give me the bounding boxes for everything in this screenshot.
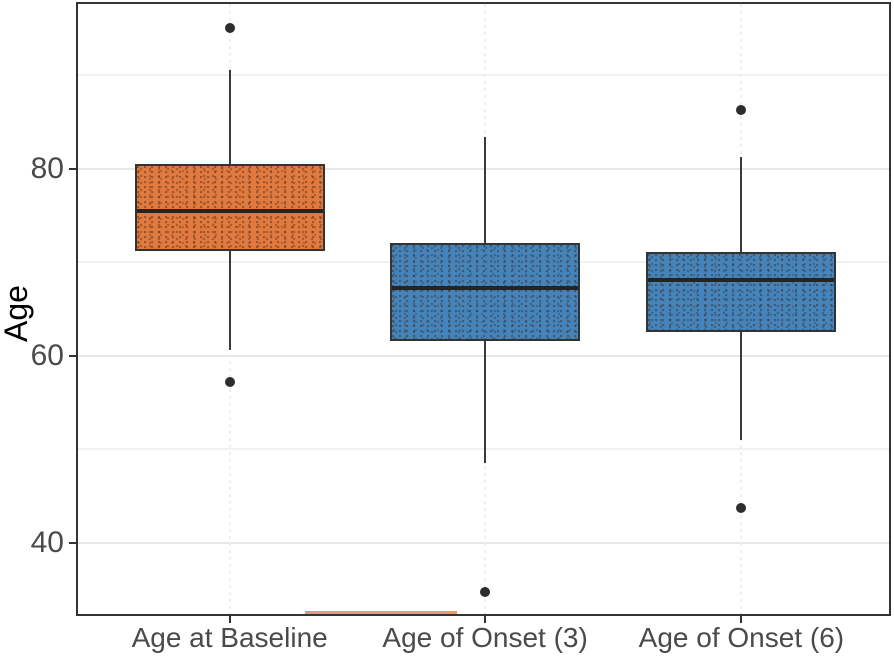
x-tick-label-age-of-onset-6: Age of Onset (6) <box>638 622 845 653</box>
boxplot-box-age-at-baseline <box>134 163 325 252</box>
outlier-point-age-at-baseline <box>224 376 235 387</box>
x-tick-mark <box>740 616 743 623</box>
box-median-line-age-of-onset-3 <box>392 285 579 290</box>
plot-panel <box>76 2 891 616</box>
outlier-point-age-of-onset-3 <box>480 586 491 597</box>
gridline-major <box>78 541 889 544</box>
outlier-point-age-of-onset-6 <box>736 503 747 514</box>
y-tick-mark <box>69 167 76 170</box>
x-tick-label-age-of-onset-3: Age of Onset (3) <box>382 622 588 653</box>
y-tick-label: 80 <box>30 151 64 185</box>
y-tick-mark <box>69 541 76 544</box>
y-tick-label: 60 <box>30 338 64 372</box>
gridline-major <box>78 167 889 170</box>
box-median-line-age-at-baseline <box>136 208 323 213</box>
y-tick-mark <box>69 354 76 357</box>
gridline-minor <box>78 74 889 77</box>
x-tick-label-age-at-baseline: Age at Baseline <box>131 622 328 653</box>
boxplot-box-age-of-onset-6 <box>646 251 837 333</box>
gridline-major <box>78 354 889 357</box>
y-tick-label: 40 <box>30 525 64 559</box>
outlier-point-age-at-baseline <box>224 23 235 34</box>
box-median-line-age-of-onset-6 <box>648 278 835 283</box>
axis-artifact-orange-segment <box>305 611 457 614</box>
gridline-minor <box>78 448 889 451</box>
x-tick-mark <box>484 616 487 623</box>
boxplot-box-age-of-onset-3 <box>390 243 581 341</box>
x-tick-mark <box>228 616 231 623</box>
outlier-point-age-of-onset-6 <box>736 104 747 115</box>
